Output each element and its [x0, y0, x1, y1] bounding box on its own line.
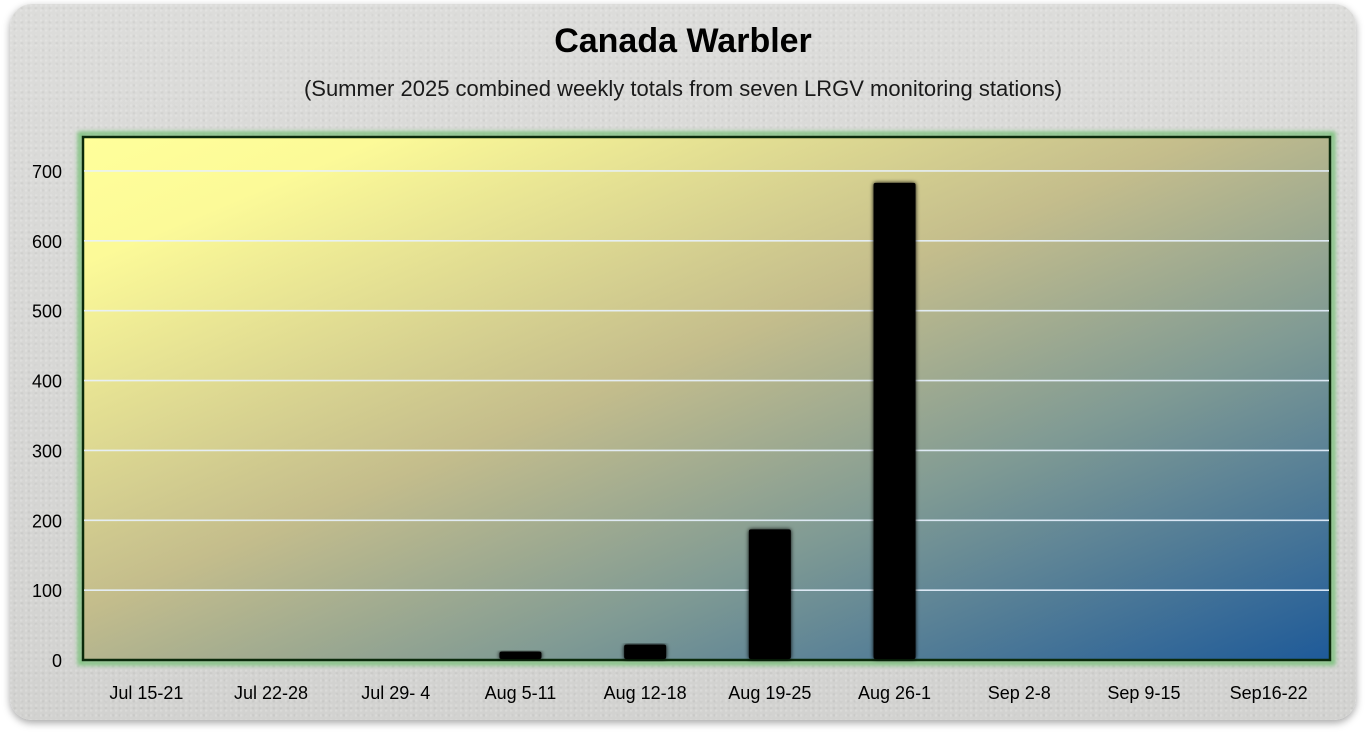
x-tick-label: Jul 22-28	[234, 683, 308, 703]
x-tick-label: Sep 2-8	[988, 683, 1051, 703]
x-tick-label: Jul 15-21	[109, 683, 183, 703]
bar	[499, 651, 542, 659]
gridlines	[84, 170, 1329, 591]
y-tick-label: 100	[32, 581, 62, 601]
bar	[624, 644, 667, 659]
x-tick-label: Aug 26-1	[858, 683, 931, 703]
y-tick-label: 200	[32, 511, 62, 531]
x-tick-label: Aug 12-18	[604, 683, 687, 703]
y-tick-label: 0	[52, 651, 62, 671]
y-tick-label: 300	[32, 441, 62, 461]
plot-area-glow	[77, 131, 1336, 666]
y-tick-label: 700	[32, 162, 62, 182]
chart-title: Canada Warbler	[554, 22, 812, 60]
x-axis-ticks: Jul 15-21 Jul 22-28 Jul 29- 4 Aug 5-11 Aug 1…	[109, 683, 1307, 703]
x-tick-label: Sep 9-15	[1107, 683, 1180, 703]
y-axis-ticks: 0 100 200 300 400 500 600 700	[32, 162, 62, 671]
x-tick-label: Aug 19-25	[728, 683, 811, 703]
x-tick-label: Aug 5-11	[485, 683, 557, 703]
chart-subtitle: (Summer 2025 combined weekly totals from…	[303, 76, 1063, 101]
bars	[499, 182, 916, 659]
y-tick-label: 600	[32, 232, 62, 252]
bar	[748, 529, 791, 659]
x-tick-label: Sep16-22	[1230, 683, 1308, 703]
plot-area	[81, 135, 1332, 662]
y-tick-label: 500	[32, 302, 62, 322]
y-tick-label: 400	[32, 372, 62, 392]
x-tick-label: Jul 29- 4	[361, 683, 430, 703]
bar	[873, 182, 916, 659]
